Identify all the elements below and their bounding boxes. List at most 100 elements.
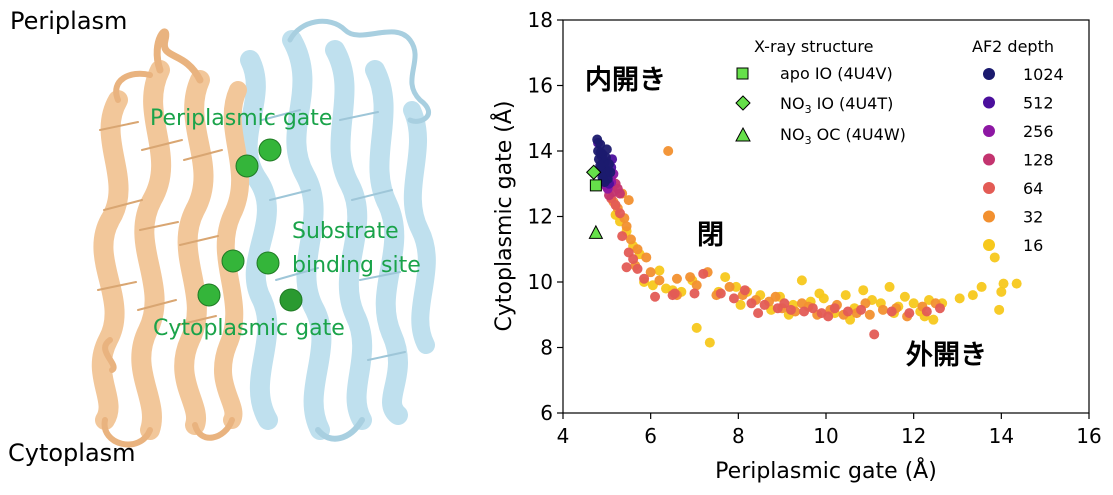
point-depth-16 xyxy=(976,281,987,292)
x-tick-label: 14 xyxy=(989,424,1014,448)
region-outward-open: 外開き xyxy=(906,340,987,371)
xray-marker-triangle xyxy=(588,224,604,239)
point-depth-16 xyxy=(735,299,746,310)
legend-depth-label: 64 xyxy=(1023,179,1043,198)
y-axis-ticks: 6 8 10 12 14 16 18 xyxy=(528,8,563,425)
helix-b4 xyxy=(365,60,408,425)
legend-triangle-marker xyxy=(735,126,751,142)
x-tick-label: 8 xyxy=(732,424,745,448)
point-depth-32 xyxy=(671,273,682,284)
loop-a1 xyxy=(153,28,204,84)
y-tick-label: 14 xyxy=(528,139,553,163)
point-depth-16 xyxy=(908,298,919,309)
point-depth-32 xyxy=(625,234,636,245)
point-depth-32 xyxy=(641,252,652,263)
helix-b-stripes xyxy=(261,109,406,361)
point-depth-16 xyxy=(967,290,978,301)
point-depth-16 xyxy=(899,291,910,302)
sphere-cytoplasmic-1 xyxy=(197,283,221,307)
region-closed: 閉 xyxy=(697,220,724,251)
loop-a3 xyxy=(101,337,235,448)
point-depth-64 xyxy=(823,311,834,322)
point-depth-32 xyxy=(632,244,643,255)
point-depth-1024 xyxy=(601,144,612,155)
point-depth-16 xyxy=(704,337,715,348)
substrate-site-label-line2: binding site xyxy=(292,253,421,278)
legend-depth-swatch xyxy=(983,210,995,223)
y-tick-label: 16 xyxy=(528,74,553,98)
helix-b3 xyxy=(325,40,373,430)
point-depth-16 xyxy=(928,314,939,325)
point-depth-64 xyxy=(856,304,867,315)
point-depth-16 xyxy=(840,290,851,301)
point-depth-32 xyxy=(654,275,665,286)
legend-diamond-marker xyxy=(735,95,751,111)
point-depth-64 xyxy=(621,262,632,273)
point-depth-64 xyxy=(753,308,764,319)
point-depth-64 xyxy=(785,304,796,315)
x-tick-label: 4 xyxy=(557,424,570,448)
point-depth-64 xyxy=(869,329,880,340)
point-depth-32 xyxy=(724,281,735,292)
legend-xray-entry-1: apo IO (4U4V) xyxy=(780,64,893,83)
point-depth-1024 xyxy=(604,159,615,170)
loop-b1 xyxy=(287,18,431,124)
point-depth-32 xyxy=(796,298,807,309)
point-depth-16 xyxy=(796,275,807,286)
y-axis-label: Cytoplasmic gate (Å) xyxy=(490,101,517,332)
point-depth-16 xyxy=(720,272,731,283)
y-tick-label: 6 xyxy=(540,401,553,425)
point-depth-64 xyxy=(639,273,650,284)
point-depth-16 xyxy=(996,286,1007,297)
loop-b2 xyxy=(315,417,365,442)
legend-depth-label: 256 xyxy=(1023,122,1054,141)
point-depth-32 xyxy=(877,304,888,315)
helix-b1 xyxy=(237,50,278,430)
legend-depth-label: 32 xyxy=(1023,208,1043,227)
point-depth-64 xyxy=(614,208,625,219)
plot-area xyxy=(562,19,1090,414)
helix-a3 xyxy=(174,70,214,435)
cytoplasmic-gate-label: Cytoplasmic gate xyxy=(153,316,345,341)
loop-a2 xyxy=(113,70,153,103)
legend-xray: X-ray structure apo IO (4U4V) NO3 IO (4U… xyxy=(735,37,906,147)
point-depth-64 xyxy=(904,308,915,319)
legend-xray-entry-2: NO3 IO (4U4T) xyxy=(780,94,893,116)
xray-markers xyxy=(585,164,604,239)
point-depth-64 xyxy=(689,288,700,299)
legend-depth-swatch xyxy=(983,96,995,109)
point-depth-16 xyxy=(884,281,895,292)
point-depth-64 xyxy=(746,298,757,309)
point-depth-64 xyxy=(807,303,818,314)
point-depth-32 xyxy=(645,267,656,278)
point-depth-64 xyxy=(934,303,945,314)
legend-af2-depth: AF2 depth 1024 512 256 128 64 32 16 xyxy=(972,37,1064,255)
point-depth-32 xyxy=(621,221,632,232)
helix-a-stripes xyxy=(97,121,223,326)
periplasmic-gate-label: Periplasmic gate xyxy=(150,106,332,131)
point-depth-16 xyxy=(691,322,702,333)
point-depth-16 xyxy=(858,285,869,296)
point-depth-16 xyxy=(954,293,965,304)
point-depth-32 xyxy=(623,195,634,206)
point-depth-64 xyxy=(728,293,739,304)
legend-depth-label: 16 xyxy=(1023,236,1043,255)
legend-xray-entry-3: NO3 OC (4U4W) xyxy=(780,125,906,147)
x-tick-label: 16 xyxy=(1076,424,1101,448)
point-depth-16 xyxy=(654,265,665,276)
point-depth-64 xyxy=(886,306,897,317)
point-depth-64 xyxy=(799,306,810,317)
point-depth-64 xyxy=(628,254,639,265)
x-axis-ticks: 4 6 8 10 12 14 16 xyxy=(557,413,1102,448)
point-depth-64 xyxy=(669,288,680,299)
point-depth-1024 xyxy=(605,167,616,178)
point-depth-16 xyxy=(814,288,825,299)
point-depth-32 xyxy=(691,280,702,291)
legend-depth-swatch xyxy=(983,239,995,251)
point-depth-128 xyxy=(614,188,625,199)
legend-depth-swatch xyxy=(983,153,995,166)
helix-b2 xyxy=(282,30,332,440)
point-depth-16 xyxy=(989,252,1000,263)
